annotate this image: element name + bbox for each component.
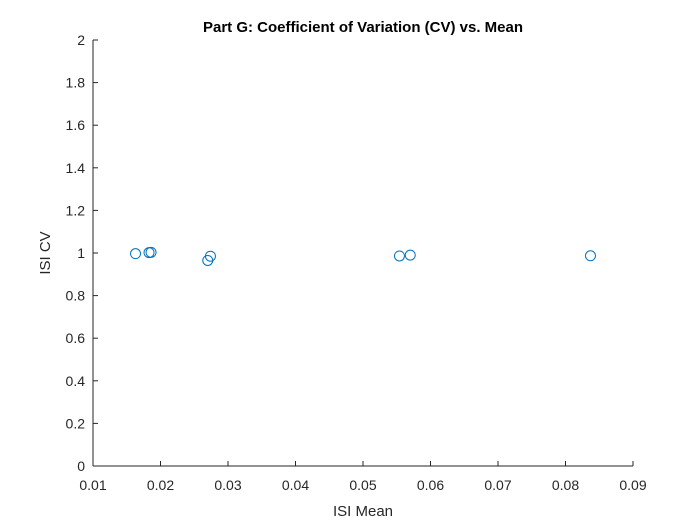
- y-tick-label: 1.8: [66, 75, 86, 91]
- y-tick-label: 0.6: [66, 330, 86, 346]
- y-tick-label: 1.2: [66, 202, 86, 218]
- data-point: [584, 250, 596, 262]
- data-point: [404, 249, 416, 261]
- x-tick-label: 0.01: [79, 477, 106, 493]
- x-tick-label: 0.05: [349, 477, 376, 493]
- data-point: [393, 250, 405, 262]
- y-tick-label: 1.6: [66, 117, 86, 133]
- y-axis-label: ISI CV: [37, 231, 54, 274]
- y-tick-label: 0.4: [66, 373, 86, 389]
- x-tick-label: 0.04: [282, 477, 309, 493]
- data-point: [145, 246, 157, 258]
- plot-axes: [92, 40, 633, 467]
- x-axis-label: ISI Mean: [333, 503, 393, 520]
- y-tick-label: 0: [77, 458, 85, 474]
- data-point: [143, 247, 155, 259]
- data-point: [204, 250, 216, 262]
- x-tick-label: 0.02: [147, 477, 174, 493]
- x-tick-label: 0.03: [214, 477, 241, 493]
- y-tick-label: 1: [77, 245, 85, 261]
- data-point: [130, 248, 142, 260]
- y-axis-ticks: 0 0.2 0.4 0.6 0.8 1 1.2 1.4 1.6 1.8 2: [66, 32, 98, 474]
- x-tick-label: 0.08: [552, 477, 579, 493]
- y-tick-label: 1.4: [66, 160, 86, 176]
- data-points: [130, 246, 596, 266]
- x-tick-label: 0.06: [417, 477, 444, 493]
- x-tick-label: 0.09: [619, 477, 646, 493]
- x-tick-label: 0.07: [484, 477, 511, 493]
- chart-title: Part G: Coefficient of Variation (CV) vs…: [203, 19, 523, 36]
- x-axis-ticks: 0.01 0.02 0.03 0.04 0.05 0.06 0.07 0.08 0.09: [79, 461, 647, 493]
- y-tick-label: 0.2: [66, 415, 86, 431]
- y-tick-label: 2: [77, 32, 85, 48]
- y-tick-label: 0.8: [66, 288, 86, 304]
